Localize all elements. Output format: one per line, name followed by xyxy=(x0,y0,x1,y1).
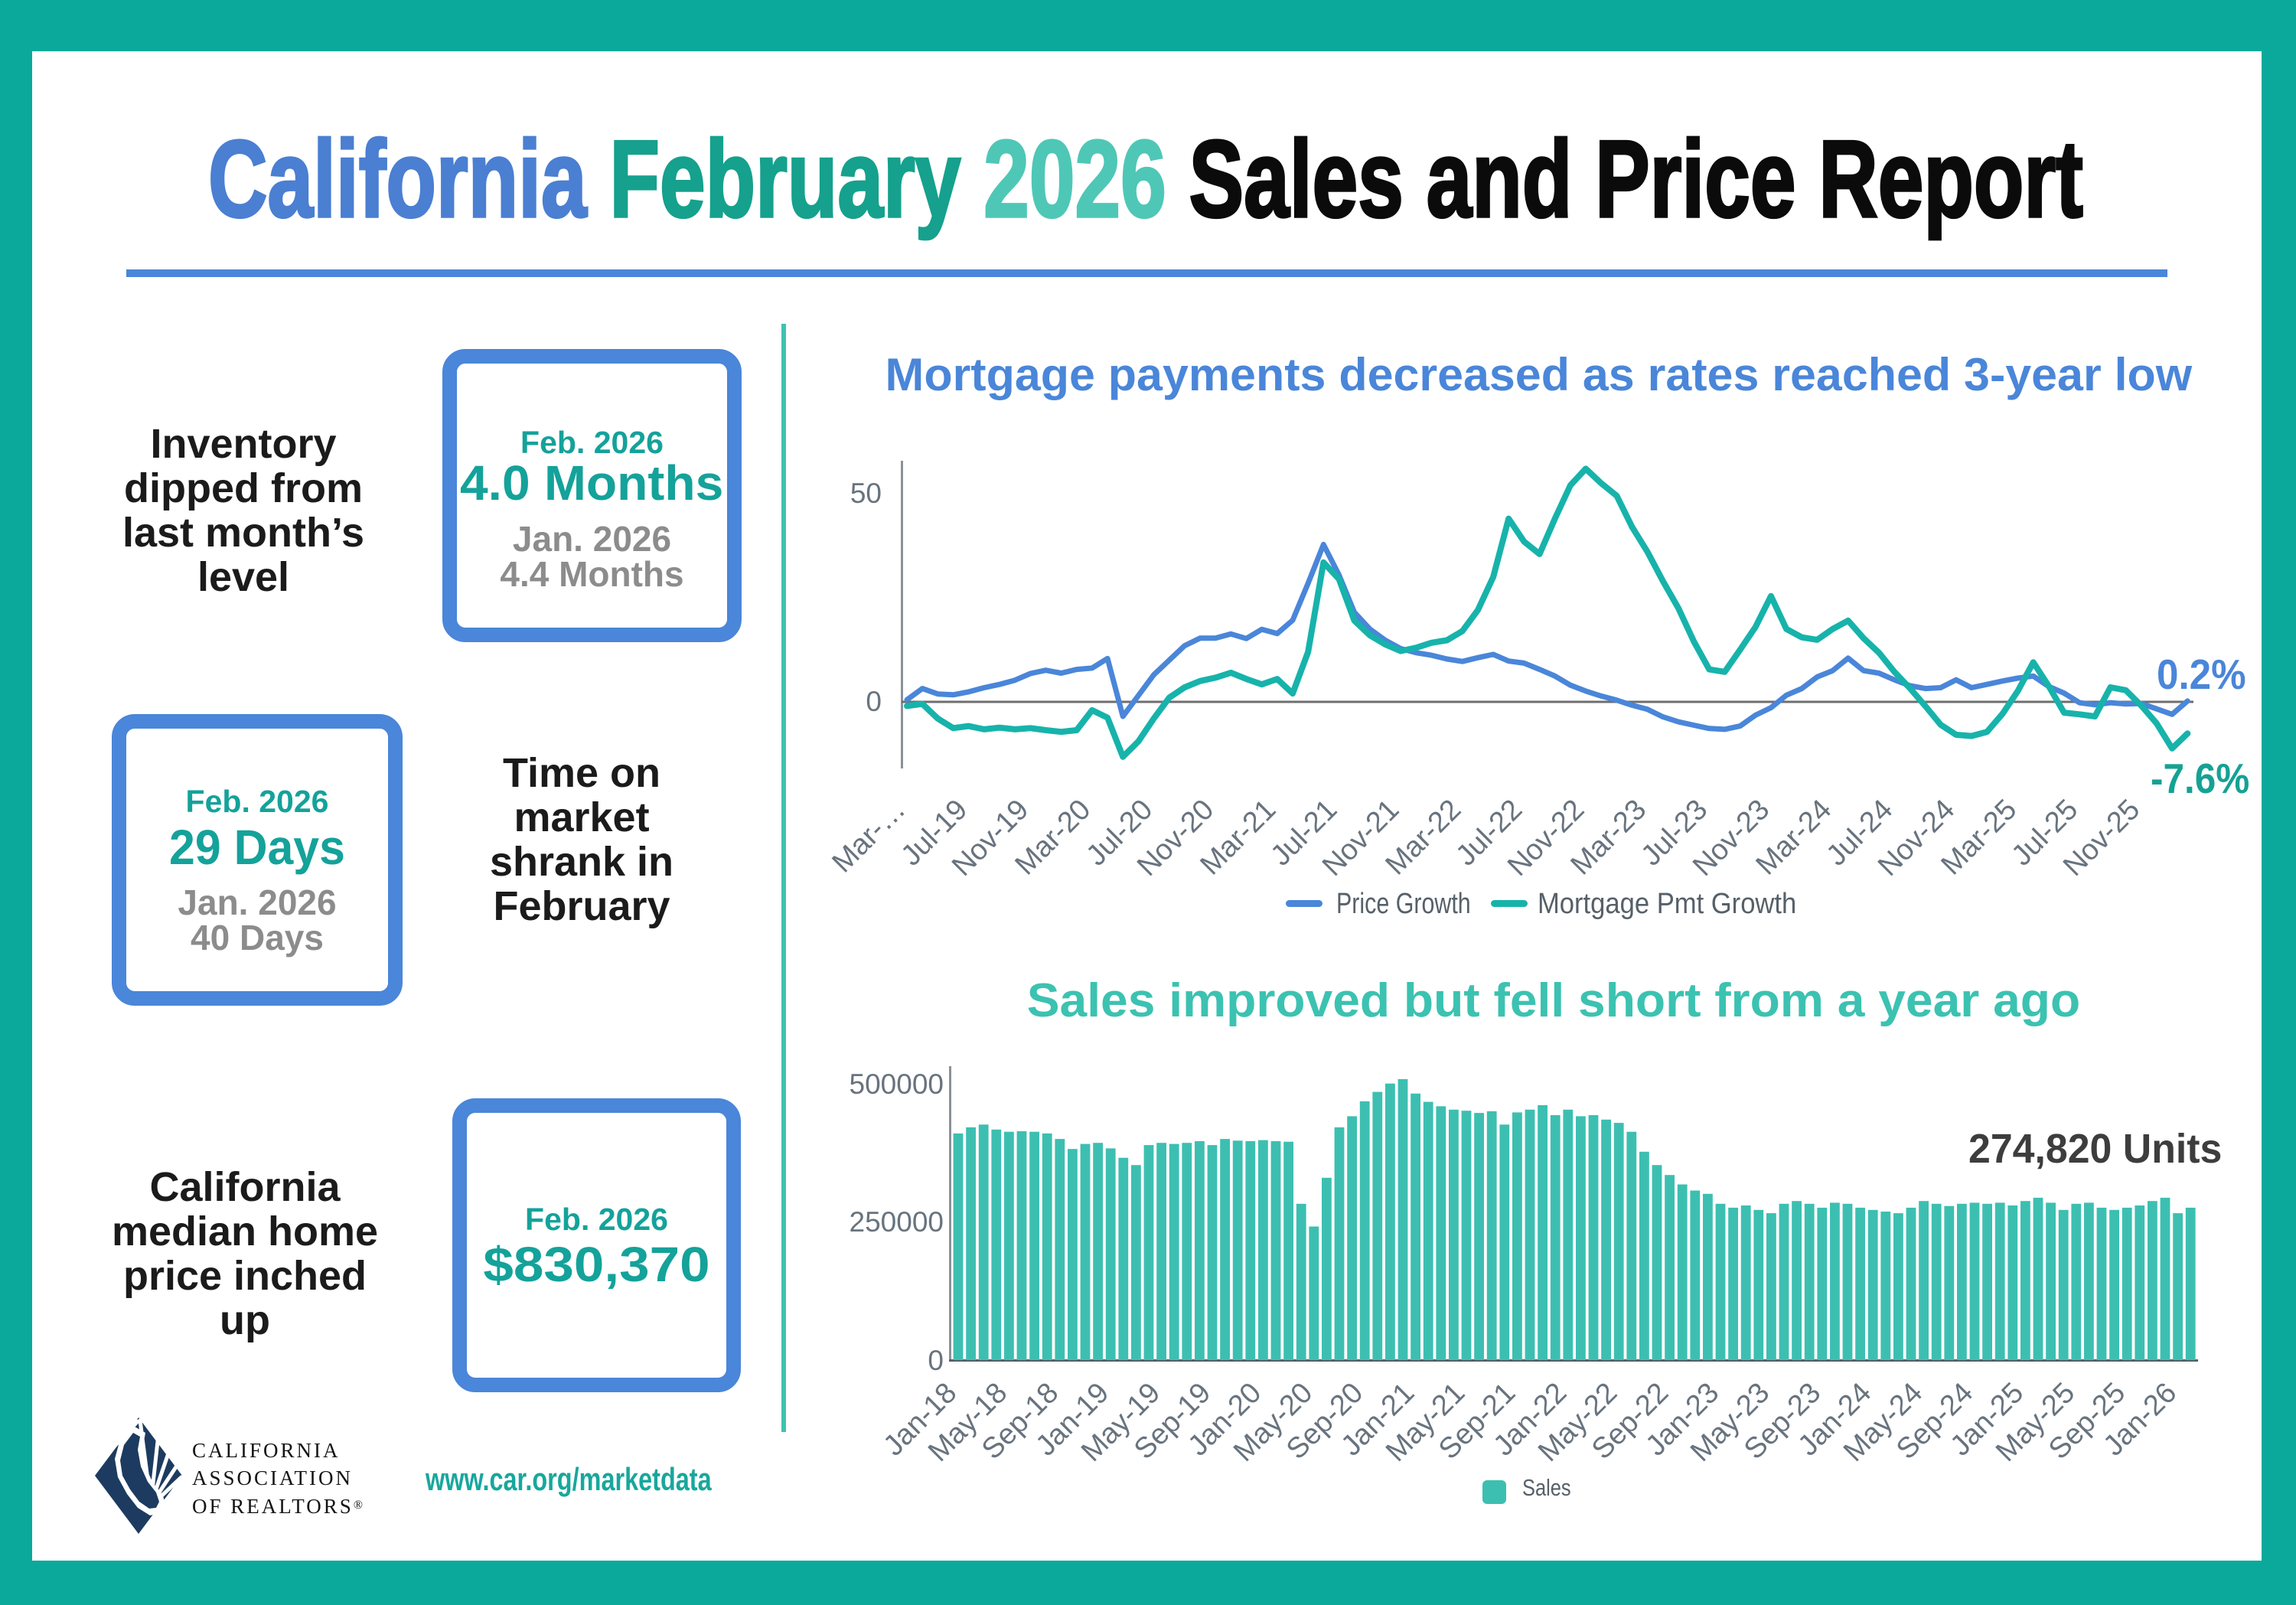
svg-text:0: 0 xyxy=(928,1345,944,1376)
svg-text:50: 50 xyxy=(850,478,882,509)
svg-text:500000: 500000 xyxy=(850,1068,944,1100)
svg-text:250000: 250000 xyxy=(850,1206,944,1238)
svg-text:0: 0 xyxy=(866,686,882,717)
svg-text:Mar-…: Mar-… xyxy=(827,794,912,879)
